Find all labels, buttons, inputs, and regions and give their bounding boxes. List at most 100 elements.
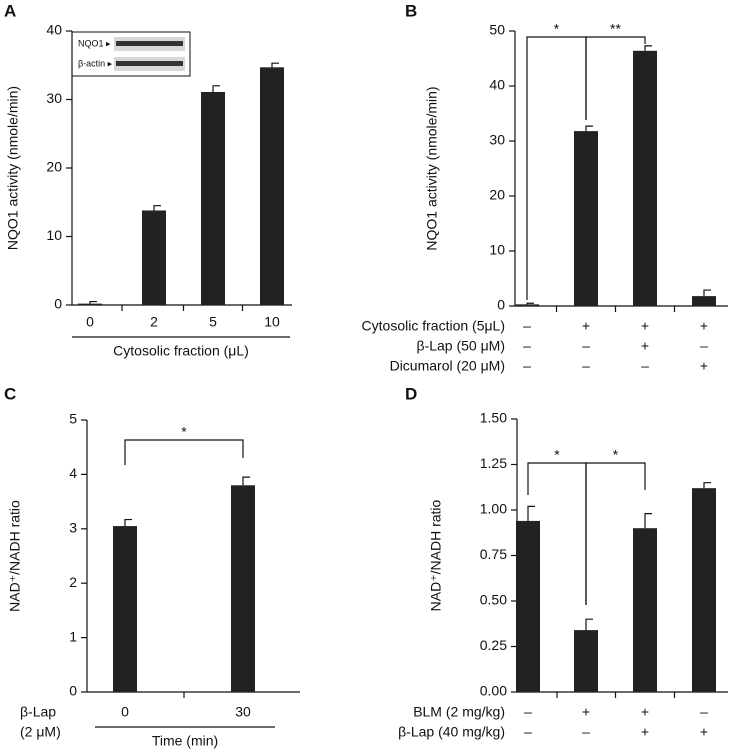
y-tick-label: 10 — [46, 227, 62, 243]
x-tick-label: 30 — [235, 704, 251, 720]
panel-letter: B — [405, 1, 417, 20]
bar — [633, 528, 657, 692]
row-mark: – — [582, 724, 590, 740]
row-mark: + — [641, 704, 649, 720]
y-axis-label: NAD⁺/NADH ratio — [7, 500, 23, 612]
bar — [574, 630, 598, 692]
row-mark: – — [523, 318, 531, 334]
x-axis-label: Time (min) — [152, 733, 218, 749]
y-tick-label: 20 — [489, 187, 505, 203]
row-mark: + — [700, 318, 708, 334]
significance-bracket — [585, 462, 646, 605]
category-title: (2 μM) — [20, 724, 61, 740]
row-label: β-Lap (50 μM) — [417, 338, 505, 354]
error-bar — [271, 62, 279, 68]
significance-label: * — [181, 424, 187, 440]
error-bar — [153, 205, 161, 211]
y-tick-label: 2 — [69, 574, 77, 590]
x-tick-label: 5 — [209, 314, 217, 330]
error-bar — [585, 618, 593, 631]
y-tick-label: 20 — [46, 159, 62, 175]
row-mark: – — [700, 338, 708, 354]
panel-letter: C — [4, 384, 16, 403]
significance-label: * — [554, 447, 560, 463]
y-tick-label: 0.25 — [480, 637, 507, 653]
error-bar — [585, 125, 593, 132]
row-mark: – — [524, 704, 532, 720]
significance-label: * — [613, 447, 619, 463]
inset-blot — [71, 31, 191, 77]
error-bar — [527, 505, 535, 521]
significance-label: * — [554, 21, 560, 37]
row-label: Cytosolic fraction (5μL) — [362, 318, 505, 334]
bar — [231, 485, 255, 692]
y-tick-label: 5 — [69, 411, 77, 427]
inset-label: NQO1 ▸ — [78, 38, 111, 48]
row-label: BLM (2 mg/kg) — [413, 704, 505, 720]
row-mark: + — [700, 358, 708, 374]
y-tick-label: 10 — [489, 242, 505, 258]
panel-letter: D — [405, 384, 417, 403]
significance-label: ** — [610, 21, 621, 37]
bar — [515, 304, 539, 306]
y-tick-label: 50 — [489, 22, 505, 38]
y-tick-label: 40 — [46, 22, 62, 38]
bar — [78, 303, 102, 305]
y-tick-label: 0.75 — [480, 546, 507, 562]
error-bar — [703, 289, 711, 297]
bar — [574, 131, 598, 306]
blot-band — [116, 61, 183, 66]
error-bar — [212, 85, 220, 92]
y-tick-label: 40 — [489, 77, 505, 93]
y-tick-label: 30 — [489, 132, 505, 148]
significance-bracket — [124, 439, 244, 465]
row-label: Dicumarol (20 μM) — [390, 358, 505, 374]
error-bar — [89, 300, 97, 304]
row-mark: + — [582, 704, 590, 720]
error-bar — [703, 482, 711, 489]
bar — [260, 67, 284, 306]
row-mark: – — [641, 358, 649, 374]
x-tick-label: 0 — [86, 314, 94, 330]
x-tick-label: 0 — [121, 704, 129, 720]
row-mark: + — [641, 338, 649, 354]
row-mark: + — [700, 724, 708, 740]
y-tick-label: 0 — [497, 297, 505, 313]
y-tick-label: 30 — [46, 90, 62, 106]
x-tick-label: 2 — [150, 314, 158, 330]
y-tick-label: 1.00 — [480, 501, 507, 517]
error-bar — [526, 302, 534, 305]
row-mark: – — [582, 338, 590, 354]
bar — [113, 526, 137, 692]
y-tick-label: 3 — [69, 520, 77, 536]
y-tick-label: 4 — [69, 465, 77, 481]
significance-bracket — [585, 36, 646, 120]
bar — [516, 520, 540, 692]
y-axis-label: NQO1 activity (nmole/min) — [424, 86, 440, 250]
row-label: β-Lap (40 mg/kg) — [398, 724, 505, 740]
y-axis-label: NQO1 activity (nmole/min) — [5, 86, 21, 250]
y-tick-label: 0 — [69, 683, 77, 699]
row-mark: – — [523, 358, 531, 374]
row-mark: + — [641, 318, 649, 334]
x-axis-label: Cytosolic fraction (μL) — [113, 343, 249, 359]
inset-label: β-actin ▸ — [78, 58, 113, 68]
row-mark: + — [641, 724, 649, 740]
y-tick-label: 0 — [54, 296, 62, 312]
category-title: β-Lap — [20, 704, 56, 720]
error-bar — [644, 513, 652, 529]
y-tick-label: 0.50 — [480, 592, 507, 608]
error-bar — [124, 518, 132, 527]
y-axis-label: NAD⁺/NADH ratio — [428, 499, 444, 611]
bar — [692, 488, 716, 692]
row-mark: – — [523, 338, 531, 354]
blot-band — [116, 41, 183, 46]
y-tick-label: 1 — [69, 628, 77, 644]
bar — [201, 91, 225, 305]
bar — [692, 296, 716, 306]
panel-letter: A — [4, 1, 16, 20]
row-mark: – — [582, 358, 590, 374]
y-tick-label: 1.25 — [480, 455, 507, 471]
row-mark: – — [700, 704, 708, 720]
